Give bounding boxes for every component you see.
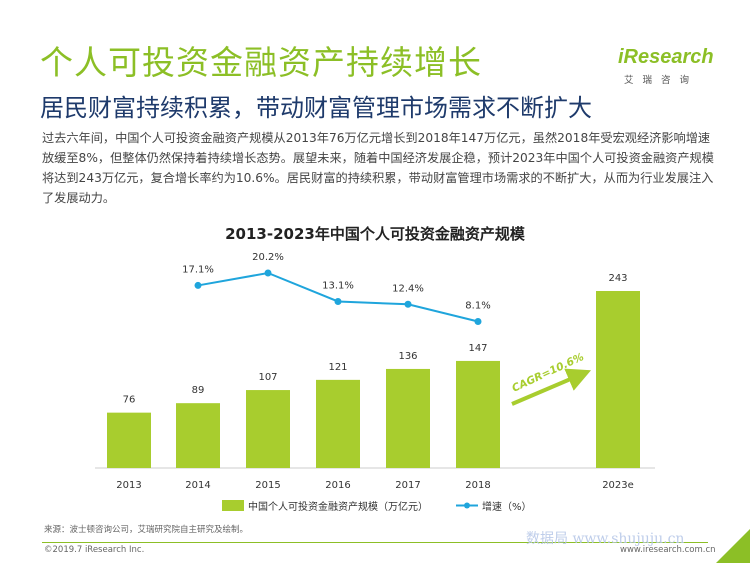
legend-line-marker: [464, 502, 470, 509]
bar-2018: [456, 360, 500, 468]
corner-decoration: [716, 529, 750, 563]
bar-value-label: 76: [123, 395, 136, 406]
bar-2013: [107, 412, 151, 468]
bar-value-label: 243: [608, 273, 627, 284]
growth-rate-label: 12.4%: [392, 283, 424, 294]
growth-rate-point: [194, 281, 202, 289]
source-note: 来源：波士顿咨询公司，艾瑞研究院自主研究及绘制。: [44, 525, 249, 535]
logo-mark: iResearch: [618, 46, 714, 68]
x-tick-label: 2017: [395, 480, 420, 491]
x-tick-label: 2013: [116, 480, 141, 491]
legend-bar-label: 中国个人可投资金融资产规模（万亿元）: [248, 500, 428, 513]
growth-rate-point: [404, 300, 412, 308]
bar-2016: [316, 379, 360, 468]
legend-line-label: 增速（%）: [482, 500, 532, 513]
growth-rate-label: 8.1%: [465, 301, 490, 312]
x-tick-label: 2014: [185, 480, 210, 491]
growth-rate-label: 17.1%: [182, 264, 214, 275]
body-paragraph: 过去六年间，中国个人可投资金融资产规模从2013年76万亿元增长到2018年14…: [42, 131, 714, 205]
bar-value-label: 147: [468, 343, 487, 354]
legend-bar-swatch: [222, 500, 244, 511]
watermark: 数据局 www.shujuju.cn: [526, 531, 685, 547]
bar-2017: [386, 368, 430, 468]
footer-divider: [42, 542, 708, 543]
growth-rate-point: [264, 269, 272, 277]
iresearch-logo: iResearch 艾瑞咨询: [618, 44, 718, 88]
bar-value-label: 89: [192, 385, 205, 396]
x-tick-label: 2018: [465, 480, 490, 491]
bar-value-label: 121: [328, 362, 347, 373]
growth-rate-label: 20.2%: [252, 252, 284, 263]
growth-rate-point: [474, 318, 482, 326]
bar-value-label: 136: [398, 351, 417, 362]
cagr-arrow: [511, 368, 592, 406]
bar-2014: [176, 403, 220, 468]
x-tick-label: 2015: [255, 480, 280, 491]
growth-rate-label: 13.1%: [322, 280, 354, 291]
bar-2023e: [596, 291, 640, 468]
copyright: ©2019.7 iResearch Inc.: [44, 545, 145, 555]
chart-title: 2013-2023年中国个人可投资金融资产规模: [225, 225, 525, 243]
x-tick-label: 2023e: [602, 480, 634, 491]
page-title: 个人可投资金融资产持续增长: [40, 43, 482, 82]
website-link[interactable]: www.iresearch.com.cn: [620, 545, 716, 555]
logo-subtitle: 艾瑞咨询: [624, 75, 699, 86]
x-tick-label: 2016: [325, 480, 350, 491]
bar-2015: [246, 390, 290, 468]
growth-rate-point: [334, 297, 342, 305]
bar-value-label: 107: [258, 372, 277, 383]
page-subtitle: 居民财富持续积累，带动财富管理市场需求不断扩大: [40, 94, 592, 122]
